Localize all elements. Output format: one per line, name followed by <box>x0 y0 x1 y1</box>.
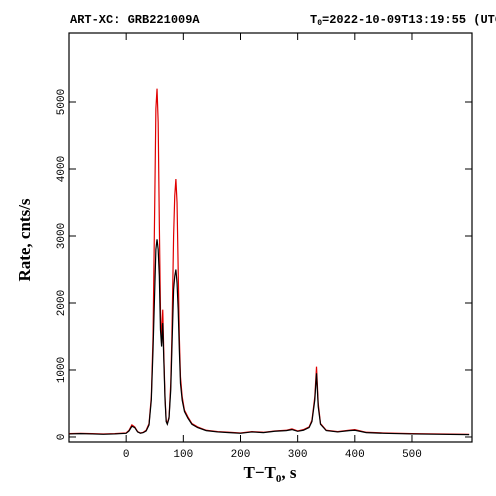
x-tick-label: 100 <box>173 449 193 461</box>
y-axis-label: Rate, cnts/s <box>15 198 34 281</box>
x-axis-label: T−T0, s <box>244 463 297 485</box>
series-line <box>68 239 470 436</box>
x-tick-label: 500 <box>402 449 422 461</box>
x-label-subscript: 0 <box>276 473 282 485</box>
plot-frame <box>68 32 473 443</box>
t0-text: =2022-10-09T13:19:55 (UTC) <box>322 13 496 27</box>
t0-symbol: T <box>310 13 317 27</box>
x-label-text: T−T <box>244 463 277 482</box>
x-tick-label: 400 <box>345 449 365 461</box>
y-tick-label: 0 <box>56 434 68 441</box>
chart-title: ART-XC: GRB221009A <box>70 13 200 27</box>
y-tick-label: 1000 <box>56 357 68 383</box>
y-tick-label: 5000 <box>56 89 68 115</box>
x-tick-label: 0 <box>123 449 130 461</box>
x-tick-label: 300 <box>288 449 308 461</box>
t0-label: T0=2022-10-09T13:19:55 (UTC) <box>310 13 496 28</box>
y-tick-label: 4000 <box>56 156 68 182</box>
y-tick-label: 3000 <box>56 223 68 249</box>
x-label-suffix: , s <box>281 463 297 482</box>
y-tick-label: 2000 <box>56 290 68 316</box>
x-tick-label: 200 <box>231 449 251 461</box>
series-line <box>68 88 470 435</box>
t0-subscript: 0 <box>317 19 322 28</box>
